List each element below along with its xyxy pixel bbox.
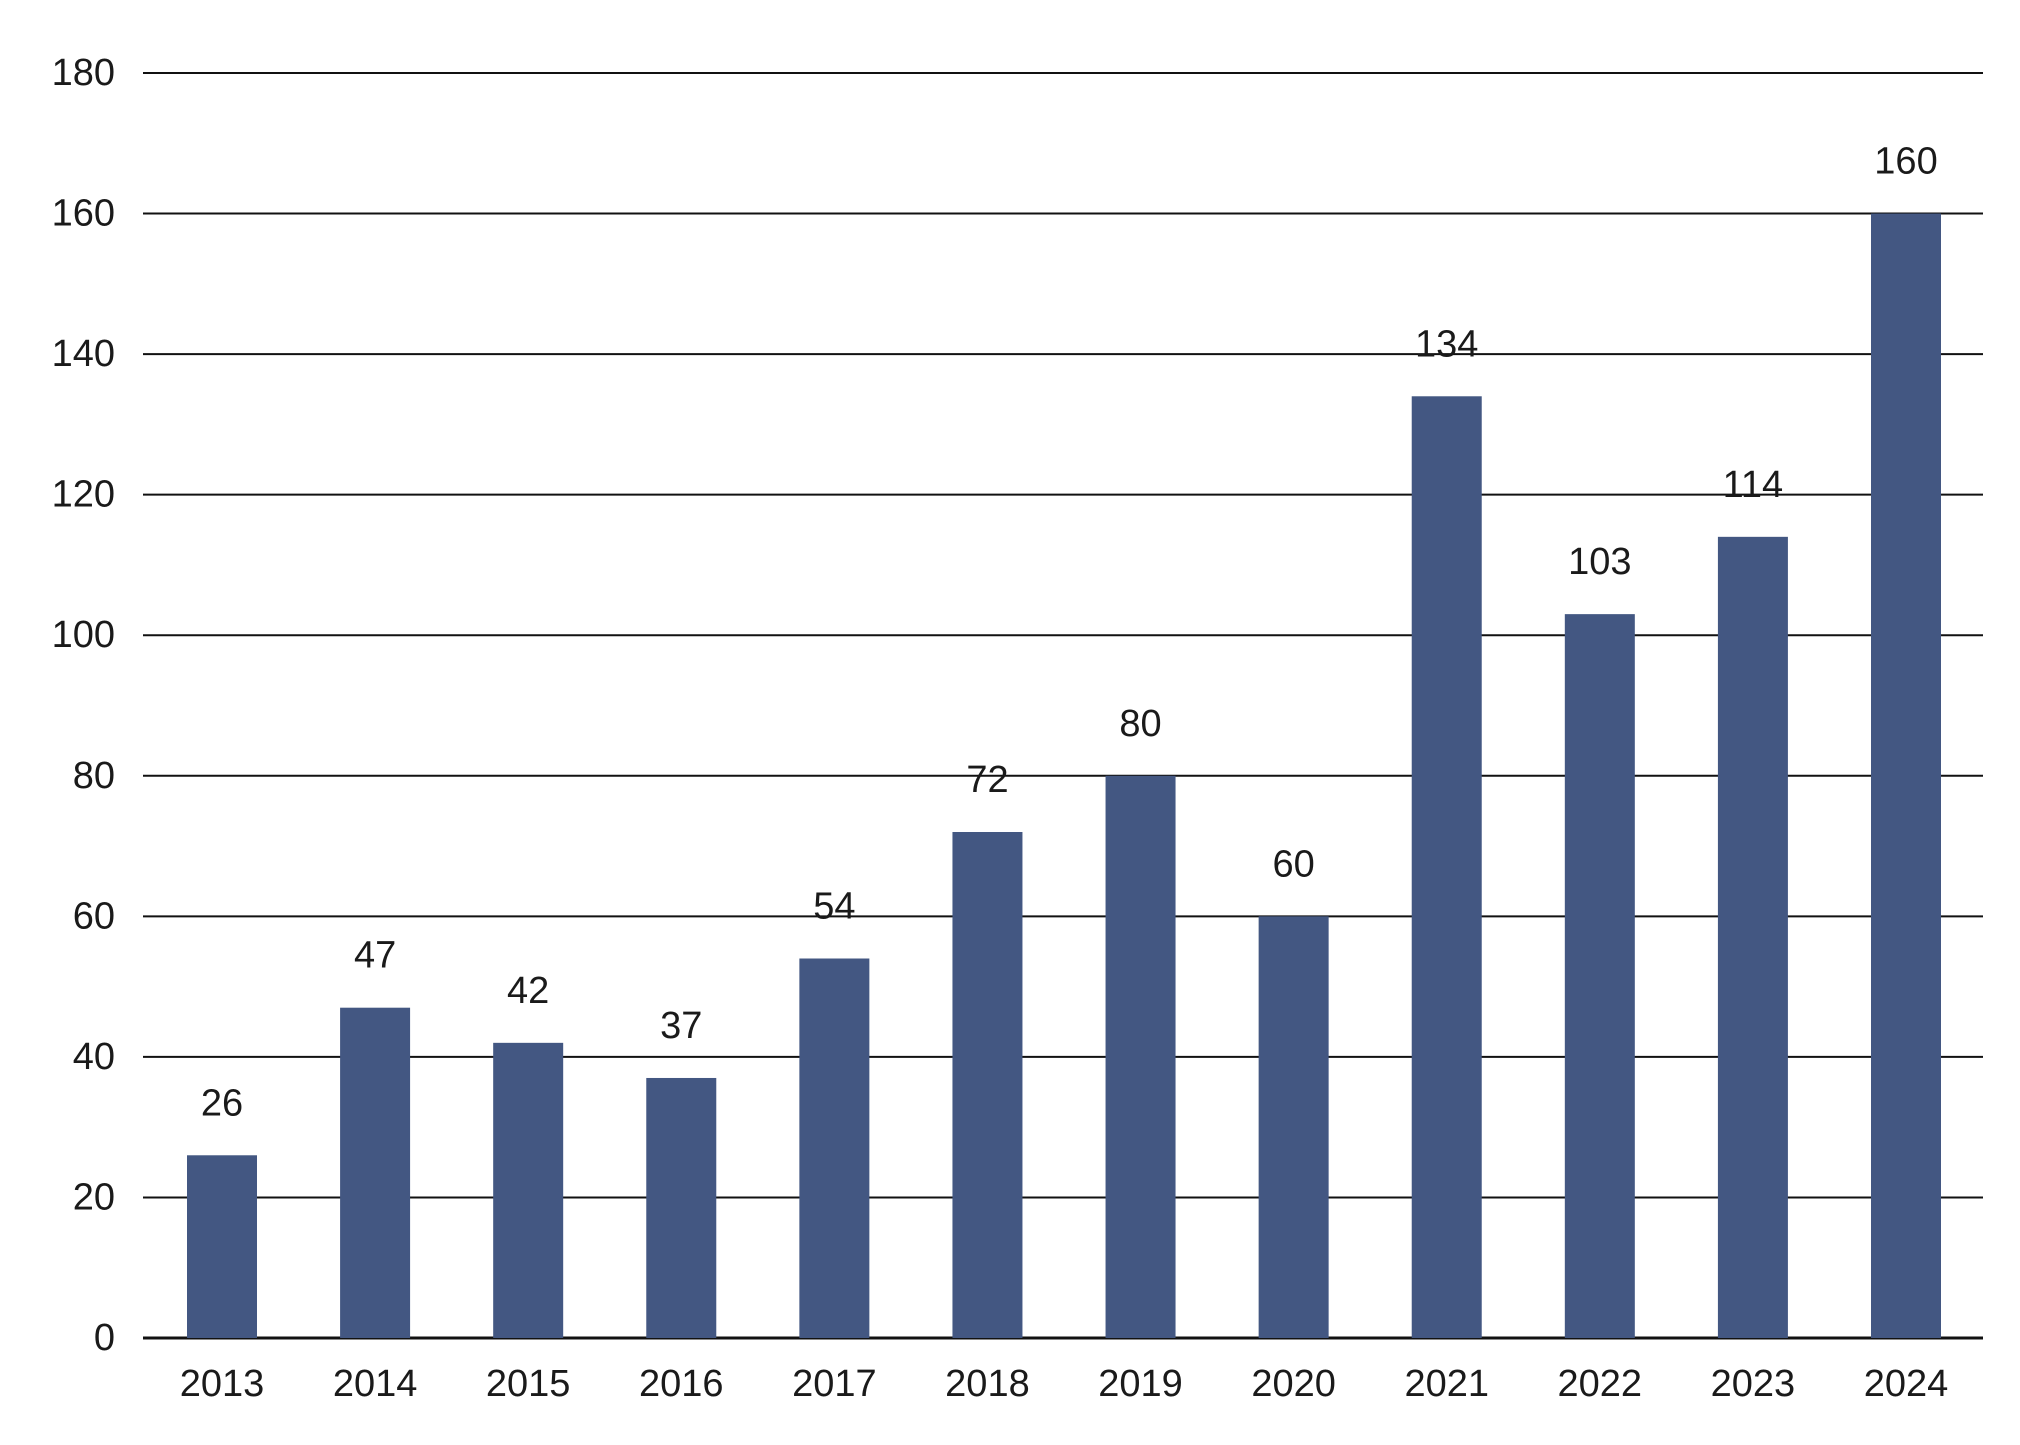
bar-2015: [493, 1042, 564, 1338]
y-tick-label: 80: [73, 755, 115, 797]
data-label-2020: 60: [1272, 843, 1314, 885]
x-tick-label-2021: 2021: [1404, 1363, 1489, 1405]
y-axis-tick-labels: 0 20 40 60 80 100 120 140 160 180: [52, 52, 115, 1359]
data-label-2024: 160: [1874, 141, 1937, 183]
x-tick-label-2020: 2020: [1251, 1363, 1336, 1405]
bar-2016: [646, 1077, 717, 1338]
y-tick-label: 140: [52, 333, 115, 375]
data-label-2013: 26: [201, 1082, 243, 1124]
x-tick-label-2017: 2017: [792, 1363, 877, 1405]
y-tick-label: 60: [73, 895, 115, 937]
x-tick-label-2023: 2023: [1711, 1363, 1796, 1405]
bar-2018: [952, 832, 1023, 1338]
y-tick-label: 160: [52, 193, 115, 235]
x-tick-label-2018: 2018: [945, 1363, 1030, 1405]
bar-2014: [340, 1007, 411, 1338]
x-tick-label-2019: 2019: [1098, 1363, 1183, 1405]
x-axis-tick-labels: 2013 2014 2015 2016 2017 2018 2019 2020 2021 2022…: [180, 1363, 1949, 1405]
bar-2013: [187, 1155, 257, 1338]
data-label-2022: 103: [1568, 541, 1631, 583]
y-tick-label: 100: [52, 614, 115, 656]
data-label-2015: 42: [507, 970, 549, 1012]
x-tick-label-2015: 2015: [486, 1363, 571, 1405]
data-labels: 26 47 42 37 54 72 80 60 134 103 114 160: [201, 141, 1938, 1125]
bar-2020: [1258, 916, 1329, 1338]
data-label-2017: 54: [813, 886, 855, 928]
data-label-2014: 47: [354, 935, 396, 977]
bar-2022: [1564, 614, 1635, 1338]
gridlines: [143, 72, 1983, 1340]
y-tick-label: 0: [94, 1317, 115, 1359]
data-label-2023: 114: [1723, 464, 1784, 506]
bar-2017: [799, 958, 870, 1338]
x-tick-label-2022: 2022: [1558, 1363, 1643, 1405]
bar-2019: [1105, 775, 1176, 1338]
x-tick-label-2016: 2016: [639, 1363, 724, 1405]
bar-2024: [1871, 213, 1941, 1339]
y-tick-label: 20: [73, 1176, 115, 1218]
y-tick-label: 180: [52, 52, 115, 94]
data-label-2016: 37: [660, 1005, 702, 1047]
y-tick-label: 120: [52, 474, 115, 516]
x-tick-label-2024: 2024: [1864, 1363, 1949, 1405]
data-label-2018: 72: [966, 759, 1008, 801]
data-label-2021: 134: [1415, 323, 1478, 365]
bars: [187, 213, 1941, 1339]
bar-2023: [1717, 536, 1788, 1338]
y-tick-label: 40: [73, 1036, 115, 1078]
bar-2021: [1411, 396, 1482, 1338]
data-label-2019: 80: [1119, 703, 1161, 745]
x-tick-label-2014: 2014: [333, 1363, 418, 1405]
x-tick-label-2013: 2013: [180, 1363, 265, 1405]
